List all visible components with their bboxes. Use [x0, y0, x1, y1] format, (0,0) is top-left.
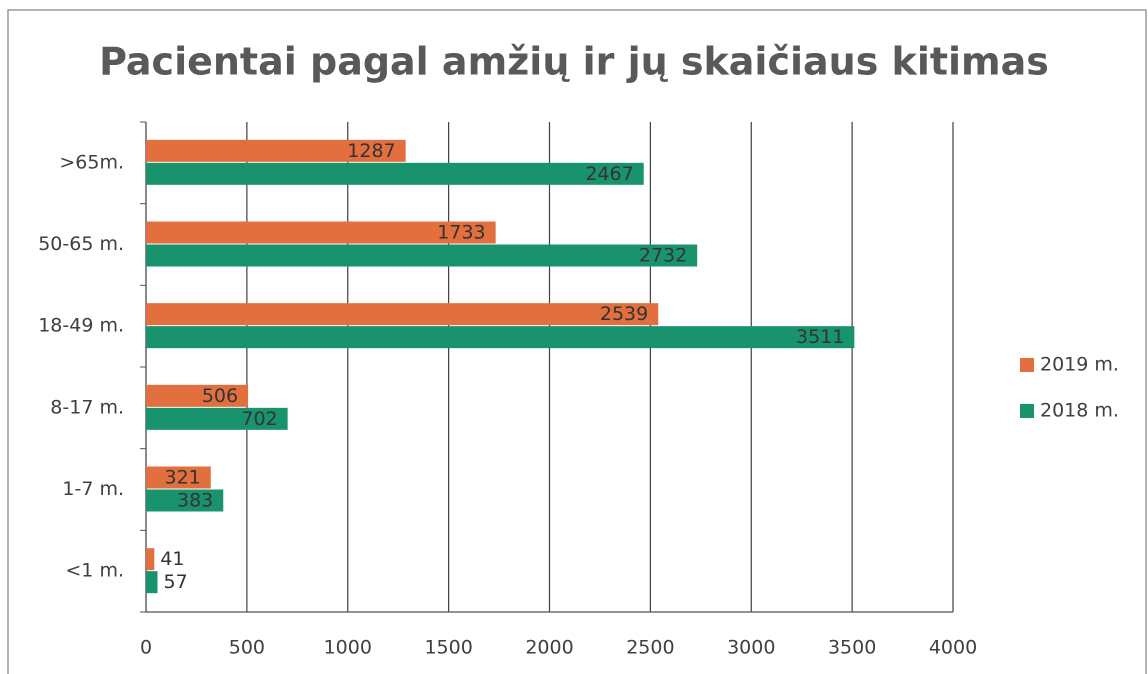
y-tick-label: 8-17 m. — [50, 396, 124, 418]
chart-title: Pacientai pagal amžių ir jų skaičiaus ki… — [99, 40, 1049, 84]
bar — [146, 384, 249, 407]
bar — [146, 548, 155, 571]
bar — [146, 489, 224, 512]
y-tick-label: <1 m. — [65, 560, 124, 582]
data-label: 2732 — [639, 245, 687, 267]
x-tick-label: 3500 — [828, 637, 876, 659]
x-tick-label: 2500 — [626, 637, 674, 659]
legend-swatch — [1020, 404, 1034, 418]
data-label: 1287 — [347, 140, 395, 162]
x-tick-label: 0 — [140, 637, 152, 659]
y-tick-label: 18-49 m. — [38, 315, 124, 337]
bar — [146, 221, 496, 244]
bar — [146, 162, 644, 185]
data-label: 3511 — [796, 326, 844, 348]
y-tick-label: >65m. — [59, 151, 124, 173]
legend-label: 2019 m. — [1040, 354, 1119, 376]
data-label: 2539 — [600, 303, 648, 325]
x-tick-label: 4000 — [929, 637, 977, 659]
x-tick-label: 500 — [229, 637, 265, 659]
data-label: 321 — [164, 467, 200, 489]
bar — [146, 326, 855, 349]
bar — [146, 466, 211, 489]
bar — [146, 303, 659, 326]
y-tick-label: 1-7 m. — [62, 478, 124, 500]
data-label: 1733 — [437, 222, 485, 244]
bar — [146, 139, 406, 162]
x-tick-label: 2000 — [525, 637, 573, 659]
data-label: 383 — [177, 490, 213, 512]
bar — [146, 244, 698, 267]
y-tick-label: 50-65 m. — [38, 233, 124, 255]
legend-swatch — [1020, 358, 1034, 372]
legend-label: 2018 m. — [1040, 400, 1119, 422]
x-tick-label: 3000 — [727, 637, 775, 659]
data-label: 41 — [160, 548, 184, 570]
x-tick-label: 1500 — [424, 637, 472, 659]
data-label: 2467 — [585, 163, 633, 185]
data-label: 702 — [241, 408, 277, 430]
bar — [146, 407, 288, 430]
bar — [146, 571, 158, 594]
x-tick-label: 1000 — [324, 637, 372, 659]
data-label: 506 — [202, 385, 238, 407]
data-label: 57 — [163, 571, 187, 593]
